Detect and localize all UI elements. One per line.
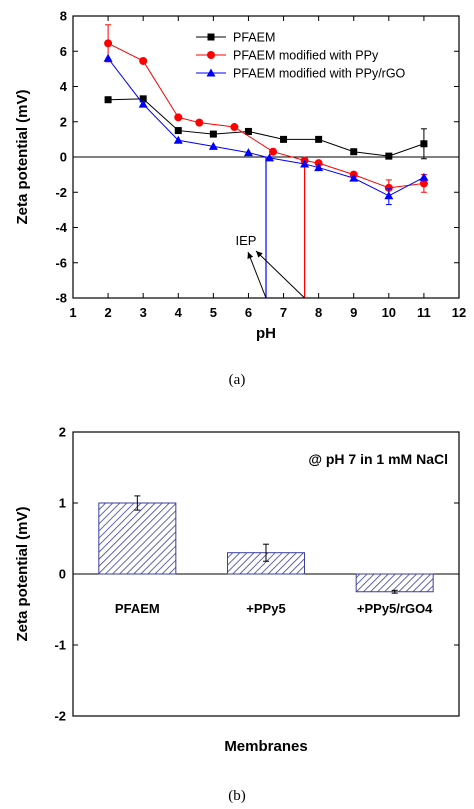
legend-label: PFAEM modified with PPy bbox=[233, 49, 379, 63]
data-point bbox=[195, 118, 204, 127]
y-tick-label: 8 bbox=[60, 9, 67, 24]
y-tick-labels-a: 8 6 4 2 0 -2 -4 -6 -8 bbox=[55, 9, 67, 306]
y-tick-label: 4 bbox=[60, 79, 68, 94]
data-point bbox=[384, 191, 394, 200]
data-point bbox=[265, 153, 275, 162]
condition-annotation: @ pH 7 in 1 mM NaCl bbox=[308, 451, 448, 467]
x-tick-label: 4 bbox=[175, 305, 183, 320]
data-point bbox=[173, 135, 183, 144]
iep-label: IEP bbox=[236, 233, 257, 248]
x-tick-label: 3 bbox=[140, 305, 147, 320]
y-tick-label: 1 bbox=[59, 496, 66, 511]
y-tick-label: 6 bbox=[60, 44, 67, 59]
data-point bbox=[138, 99, 148, 108]
y-tick-label: -2 bbox=[54, 709, 66, 724]
x-axis-title-a: pH bbox=[256, 325, 276, 342]
data-point bbox=[280, 135, 288, 143]
panel-label-a: (a) bbox=[229, 372, 246, 388]
y-tick-label: -6 bbox=[55, 255, 67, 270]
bars-group-b bbox=[98, 495, 434, 594]
legend-a: PFAEM PFAEM modified with PPy PFAEM modifi… bbox=[196, 31, 406, 81]
y-tick-label: 2 bbox=[60, 114, 67, 129]
y-axis-title-a: Zeta potential (mV) bbox=[14, 89, 31, 224]
data-point bbox=[104, 96, 112, 104]
bar bbox=[98, 502, 177, 575]
legend-marker bbox=[206, 68, 216, 77]
legend-label: PFAEM modified with PPy/rGO bbox=[233, 67, 406, 81]
data-point bbox=[385, 152, 393, 160]
y-tick-label: 0 bbox=[60, 150, 67, 165]
panel-label-b: (b) bbox=[228, 788, 246, 804]
iep-annotation: IEP bbox=[236, 157, 306, 299]
data-point bbox=[174, 113, 183, 122]
data-point bbox=[174, 127, 182, 135]
data-point bbox=[208, 141, 218, 150]
iep-arrow-blue-head bbox=[247, 252, 254, 259]
data-point bbox=[244, 127, 252, 135]
series-line bbox=[108, 98, 425, 157]
data-point bbox=[419, 172, 429, 181]
data-point bbox=[269, 147, 278, 156]
x-tick-label: 5 bbox=[210, 305, 217, 320]
x-tick-labels-a: 1 2 3 4 5 6 7 8 9 10 11 12 bbox=[69, 305, 466, 320]
x-tick-label: 12 bbox=[452, 305, 466, 320]
legend-label: PFAEM bbox=[233, 31, 275, 45]
y-tick-label: -1 bbox=[54, 638, 66, 653]
series-0 bbox=[104, 95, 428, 160]
x-tick-label: 7 bbox=[280, 305, 287, 320]
data-point bbox=[419, 179, 428, 188]
series-group-a bbox=[103, 24, 429, 206]
bar-category-labels-b: PFAEM +PPy5 +PPy5/rGO4 bbox=[115, 601, 433, 616]
data-point bbox=[230, 123, 239, 132]
series-2 bbox=[103, 53, 429, 206]
data-point bbox=[243, 148, 253, 157]
data-point bbox=[420, 140, 428, 148]
y-tick-label: 0 bbox=[59, 567, 66, 582]
x-tick-label: 2 bbox=[104, 305, 111, 320]
data-point bbox=[350, 148, 358, 156]
axis-ticks-a bbox=[72, 15, 460, 299]
y-axis-title-b: Zeta potential (mV) bbox=[14, 506, 31, 641]
data-point bbox=[104, 39, 113, 48]
iep-arrow-red bbox=[255, 250, 305, 299]
x-tick-label: 10 bbox=[382, 305, 396, 320]
data-point bbox=[314, 163, 324, 172]
data-point bbox=[209, 130, 217, 138]
legend-marker bbox=[207, 51, 215, 59]
x-tick-label: 11 bbox=[417, 305, 431, 320]
iep-arrow-blue bbox=[247, 251, 267, 299]
x-axis-title-b: Membranes bbox=[224, 738, 307, 755]
bar-category-label: PFAEM bbox=[115, 601, 160, 616]
y-tick-labels-b: 2 1 0 -1 -2 bbox=[54, 425, 66, 724]
data-point bbox=[139, 95, 147, 103]
x-tick-label: 6 bbox=[245, 305, 252, 320]
y-tick-label: -8 bbox=[55, 291, 67, 306]
x-tick-label: 1 bbox=[69, 305, 76, 320]
y-tick-label: 2 bbox=[59, 425, 66, 440]
data-point bbox=[139, 56, 148, 65]
data-point bbox=[300, 159, 310, 168]
y-tick-label: -4 bbox=[55, 220, 67, 235]
y-tick-label: -2 bbox=[55, 185, 67, 200]
data-point bbox=[315, 135, 323, 143]
data-point bbox=[384, 183, 393, 192]
legend-marker bbox=[207, 33, 215, 41]
iep-arrow-red-head bbox=[256, 251, 263, 258]
panel-b-bar-chart: 2 1 0 -1 -2 PFAEM +PPy5 +PPy5/rGO4 @ pH 7 in 1… bbox=[14, 425, 460, 804]
data-point bbox=[349, 173, 359, 182]
bar bbox=[355, 573, 434, 593]
x-tick-label: 8 bbox=[315, 305, 322, 320]
x-tick-label: 9 bbox=[350, 305, 357, 320]
bar-category-label: +PPy5/rGO4 bbox=[357, 601, 433, 616]
bar-category-label: +PPy5 bbox=[246, 601, 285, 616]
axis-ticks-b bbox=[73, 431, 459, 717]
data-point bbox=[103, 53, 113, 62]
